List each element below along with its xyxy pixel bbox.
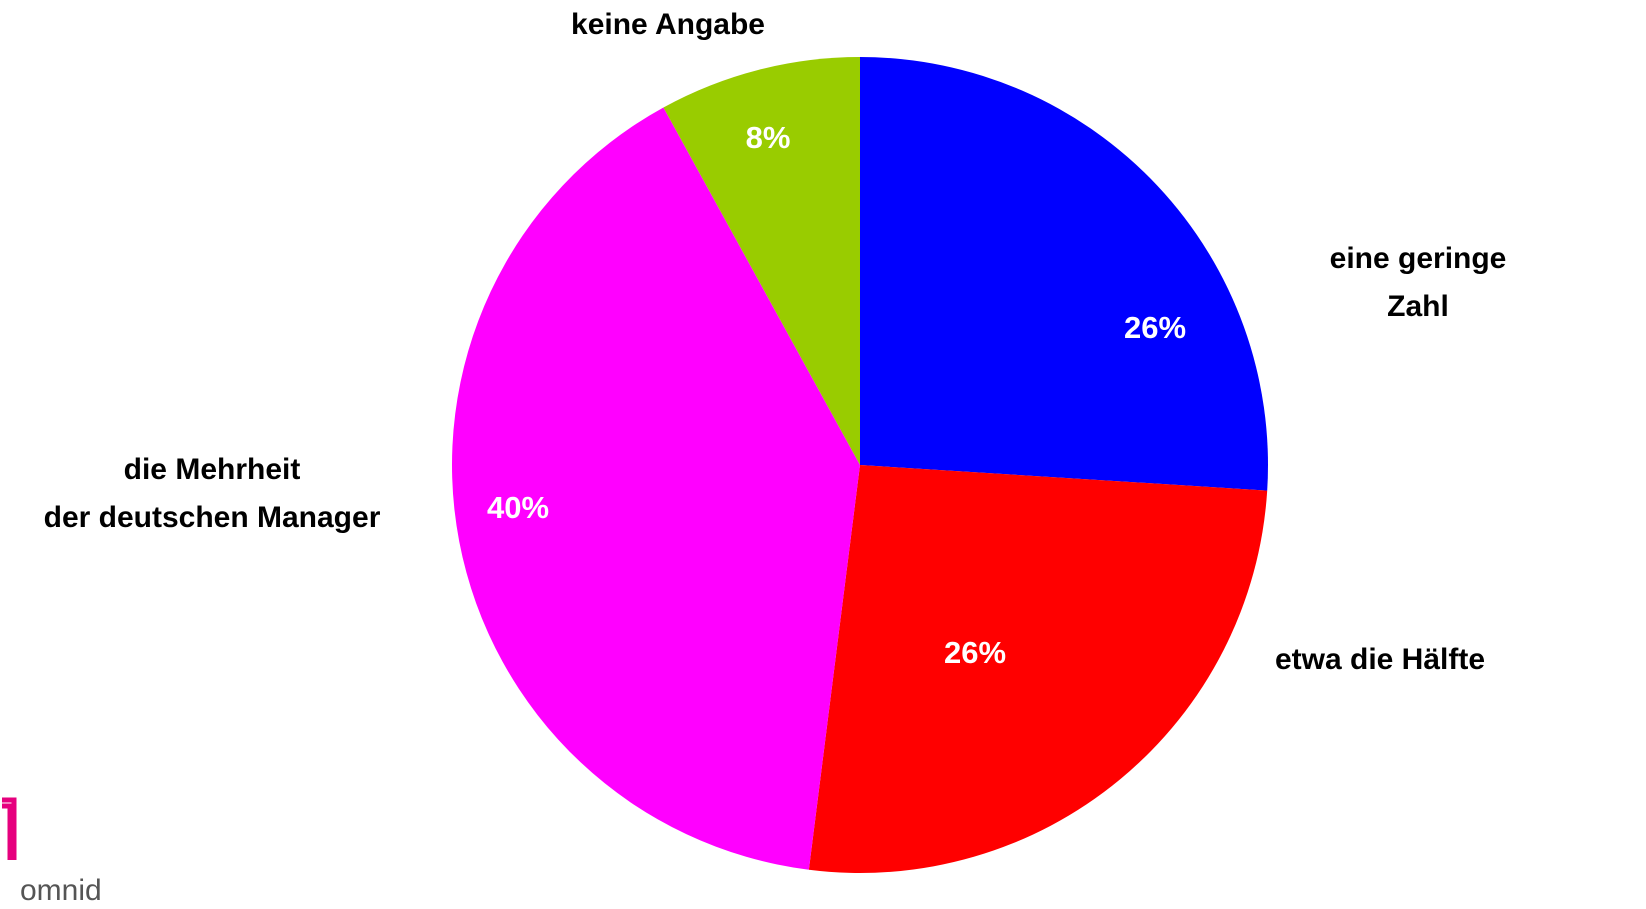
pie-slice xyxy=(860,57,1269,491)
value-label: 40% xyxy=(487,490,549,525)
pie-slice xyxy=(663,57,860,465)
category-label: etwa die Hälfte xyxy=(1274,643,1486,676)
pie-slice xyxy=(808,465,1268,873)
category-label: die Mehrheit der deutschen Manager xyxy=(43,453,381,534)
value-label: 26% xyxy=(1124,310,1186,345)
category-label: keine Angabe xyxy=(571,8,765,41)
value-label: 26% xyxy=(944,635,1006,670)
category-label: eine geringe Zahl xyxy=(1329,242,1507,323)
logo-mark xyxy=(2,797,17,860)
value-label: 8% xyxy=(746,120,791,155)
pie-slice xyxy=(452,107,860,870)
logo: omnid xyxy=(20,874,102,907)
